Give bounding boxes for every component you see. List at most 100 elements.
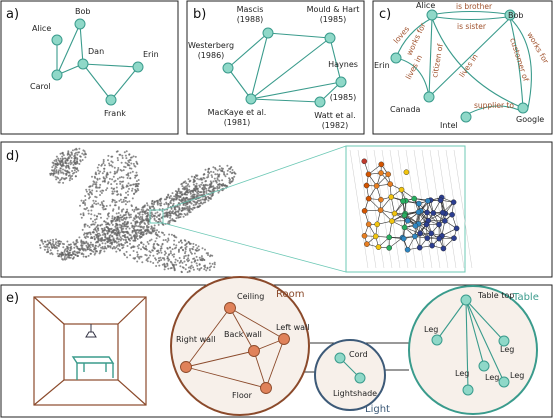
label-carol: Carol [30, 82, 51, 91]
panel-a-label: a) [6, 7, 19, 22]
panel-d-label: d) [6, 149, 19, 164]
panel-b-label: b) [193, 7, 206, 22]
light-title: Light [365, 404, 390, 415]
node-watt [314, 96, 326, 108]
label-leg-3: Leg [455, 369, 469, 378]
node-mould-hart [324, 32, 336, 44]
node-lightshade [354, 372, 366, 384]
zoom-region-marker [149, 209, 164, 224]
node-frank [105, 94, 117, 106]
label-leg-1: Leg [424, 325, 438, 334]
label-mackaye-year: (1981) [224, 118, 251, 127]
panel-e: e) Room [0, 276, 553, 418]
label-leg-5: Leg [510, 371, 524, 380]
node-leg-1 [431, 334, 443, 346]
lamp-sketch [85, 324, 97, 338]
label-back-wall: Back wall [224, 330, 262, 339]
label-left-wall: Left wall [276, 323, 309, 332]
label-ceiling: Ceiling [237, 292, 264, 301]
node-leg-4 [478, 360, 490, 372]
node-leg-5 [498, 376, 510, 388]
node-alice [51, 34, 63, 46]
label-intel: Intel [440, 121, 458, 130]
mesh-graph-inset [349, 149, 473, 269]
room-edges [185, 307, 285, 389]
panel-a-frame [0, 0, 179, 135]
label-table-top: Table top [477, 291, 514, 300]
label-floor: Floor [232, 391, 253, 400]
room-sketch [33, 296, 147, 406]
panel-c: c) Alice Bob Erin Canada Intel Google lo… [372, 0, 553, 135]
panel-a: a) Alice Bob Dan Carol Erin Frank [0, 0, 179, 135]
table-edges [436, 299, 505, 391]
label-mackaye: MacKaye et al. [208, 108, 267, 117]
table-title: Table [512, 292, 539, 303]
node-erin [132, 61, 144, 73]
node-canada [423, 91, 435, 103]
node-bob [74, 18, 86, 30]
node-left-wall [278, 333, 290, 345]
node-floor [260, 382, 272, 394]
label-erin: Erin [143, 50, 159, 59]
label-westerberg-year: (1986) [198, 51, 225, 60]
light-group [314, 339, 386, 411]
label-leg-4: Leg [485, 373, 499, 382]
room-group [170, 276, 310, 416]
label-watt-year: (1982) [322, 121, 349, 130]
label-haynes-year: (1985) [330, 93, 357, 102]
node-bob-c [504, 9, 516, 21]
label-canada: Canada [390, 105, 421, 114]
label-bob-c: Bob [508, 11, 523, 20]
panel-d: d) [0, 141, 553, 278]
zoom-line-top [162, 145, 347, 211]
panel-c-label: c) [379, 7, 391, 22]
node-dan [77, 58, 89, 70]
node-google [517, 102, 529, 114]
node-mascis [262, 27, 274, 39]
node-haynes [335, 76, 347, 88]
rel-supplier-to: supplier to [474, 101, 514, 110]
label-bob: Bob [75, 7, 90, 16]
node-leg-3 [462, 384, 474, 396]
label-lightshade: Lightshade [333, 389, 377, 398]
label-frank: Frank [104, 109, 126, 118]
node-cord [334, 352, 346, 364]
node-carol [51, 69, 63, 81]
table-sketch [71, 356, 115, 380]
label-right-wall: Right wall [176, 335, 216, 344]
table-group [408, 285, 538, 415]
rel-is-sister: is sister [457, 22, 487, 31]
node-alice-c [426, 9, 438, 21]
node-westerberg [222, 62, 234, 74]
node-erin-c [390, 52, 402, 64]
zoom-line-bottom [162, 222, 347, 273]
label-alice-c: Alice [416, 1, 435, 10]
label-leg-2: Leg [500, 345, 514, 354]
node-mackaye [245, 93, 257, 105]
label-alice: Alice [32, 24, 51, 33]
label-mascis-year: (1988) [237, 15, 264, 24]
panel-b-edges [227, 32, 342, 103]
node-back-wall [248, 345, 260, 357]
label-google: Google [516, 115, 544, 124]
room-title: Room [276, 289, 304, 300]
label-erin-c: Erin [374, 61, 390, 70]
node-table-top [460, 294, 472, 306]
node-ceiling [224, 302, 236, 314]
rel-is-brother: is brother [456, 2, 493, 11]
label-mould-hart-year: (1985) [320, 15, 347, 24]
node-right-wall [180, 361, 192, 373]
label-mould-hart: Mould & Hart [307, 5, 360, 14]
label-dan: Dan [88, 47, 104, 56]
label-haynes: Haynes [328, 60, 358, 69]
node-intel [460, 111, 472, 123]
node-leg-2 [498, 335, 510, 347]
label-cord: Cord [349, 350, 368, 359]
panel-b: b) Mascis (1988) Mould & Hart (1985) Wes… [186, 0, 365, 135]
label-westerberg: Westerberg [188, 41, 234, 50]
label-watt: Watt et al. [314, 111, 355, 120]
panel-e-label: e) [6, 291, 19, 306]
panel-b-frame [186, 0, 365, 135]
label-mascis: Mascis [237, 5, 264, 14]
